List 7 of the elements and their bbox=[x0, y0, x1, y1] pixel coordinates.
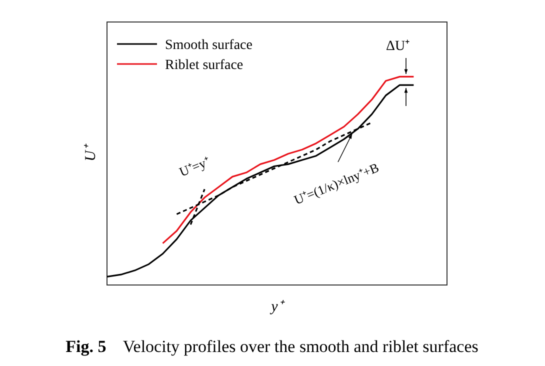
text: ΔU⁺ bbox=[386, 39, 410, 54]
annotation: U⁺=y⁺ bbox=[177, 154, 212, 180]
x-axis-title: y⁺ bbox=[269, 299, 285, 315]
y-axis-title: U⁺ bbox=[83, 144, 99, 162]
legend-label: Riblet surface bbox=[165, 58, 244, 73]
text: Fig. 5 Velocity profiles over the smooth and riblet surfaces bbox=[66, 337, 478, 356]
legend-label: Smooth surface bbox=[165, 38, 252, 53]
